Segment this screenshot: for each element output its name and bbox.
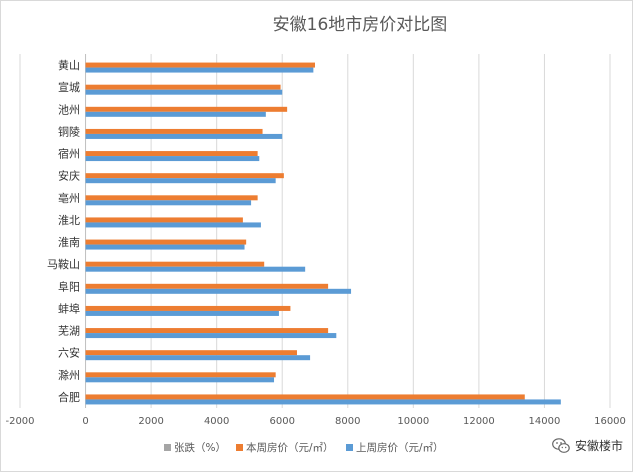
x-tick-label: 0 (82, 416, 88, 427)
category-label: 六安 (58, 346, 80, 360)
bar-this-week (85, 283, 329, 289)
bar-last-week (85, 333, 337, 339)
category-label: 淮南 (58, 236, 80, 249)
category-label: 池州 (58, 103, 80, 116)
watermark-text: 安徽楼市 (574, 439, 623, 453)
x-tick-label: -2000 (5, 416, 34, 427)
bar-this-week (85, 394, 525, 400)
bar-this-week (85, 84, 281, 90)
category-label: 宿州 (58, 147, 80, 161)
bar-this-week (85, 106, 288, 112)
legend-label: 本周房价（元/㎡） (246, 441, 334, 454)
bar-this-week (85, 217, 243, 223)
bar-this-week (85, 128, 263, 134)
bar-last-week (85, 133, 283, 139)
chart-title: 安徽16地市房价对比图 (273, 15, 448, 35)
category-label: 阜阳 (58, 280, 80, 293)
category-label: 宣城 (58, 80, 80, 94)
bar-this-week (85, 173, 284, 179)
category-label: 黄山 (58, 58, 80, 72)
x-tick-label: 4000 (204, 416, 229, 427)
bar-last-week (85, 244, 245, 250)
category-label: 马鞍山 (47, 257, 80, 271)
wechat-icon (552, 437, 570, 453)
category-label: 蚌埠 (58, 301, 80, 315)
legend-swatch (236, 444, 243, 451)
legend-label: 上周房价（元/㎡） (356, 441, 444, 454)
bar-this-week (85, 372, 276, 378)
bar-last-week (85, 377, 275, 383)
bar-this-week (85, 261, 265, 267)
bar-last-week (85, 89, 283, 95)
bars (85, 62, 561, 405)
bar-this-week (85, 62, 315, 68)
bar-this-week (85, 305, 291, 311)
x-tick-label: 16000 (594, 416, 626, 427)
legend-swatch (164, 444, 171, 451)
bar-last-week (85, 288, 352, 294)
bar-this-week (85, 195, 258, 201)
x-tick-label: 14000 (529, 416, 561, 427)
bar-last-week (85, 222, 261, 228)
x-tick-labels: -2000 0 2000 4000 6000 8000 10000 12000 14000 160… (5, 416, 625, 427)
bar-last-week (85, 310, 279, 316)
x-tick-label: 10000 (397, 416, 429, 427)
legend-label: 张跌（%） (174, 441, 226, 454)
bar-this-week (85, 239, 247, 245)
x-tick-label: 2000 (138, 416, 163, 427)
legend: 张跌（%） 本周房价（元/㎡） 上周房价（元/㎡） (164, 441, 444, 454)
x-tick-label: 12000 (463, 416, 495, 427)
category-label: 亳州 (58, 191, 80, 205)
bar-this-week (85, 151, 258, 157)
bar-last-week (85, 67, 314, 73)
bar-last-week (85, 399, 561, 405)
bar-last-week (85, 266, 306, 272)
bar-last-week (85, 178, 276, 184)
x-tick-label: 6000 (269, 416, 294, 427)
bar-last-week (85, 355, 311, 361)
bar-this-week (85, 328, 329, 334)
bar-last-week (85, 111, 266, 117)
legend-swatch (346, 444, 353, 451)
category-label: 芜湖 (58, 324, 80, 338)
bar-this-week (85, 350, 297, 356)
category-label: 淮北 (58, 214, 80, 227)
x-tick-label: 8000 (335, 416, 360, 427)
bar-last-week (85, 156, 260, 162)
category-label: 安庆 (58, 169, 80, 183)
bar-last-week (85, 200, 252, 206)
category-label: 滁州 (58, 368, 80, 382)
category-label: 铜陵 (58, 124, 80, 138)
watermark: 安徽楼市 (552, 437, 623, 454)
category-label: 合肥 (58, 390, 80, 404)
